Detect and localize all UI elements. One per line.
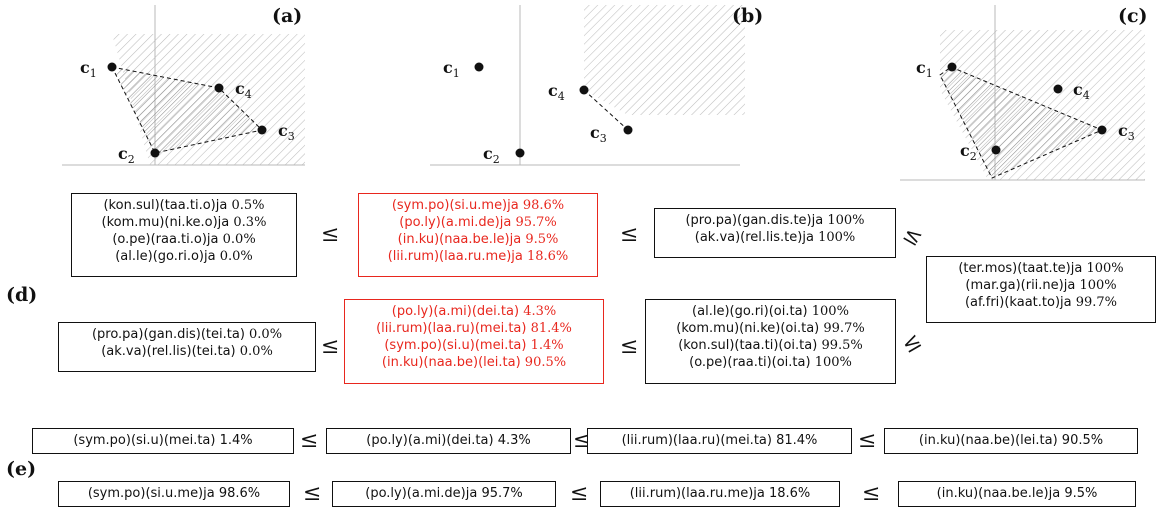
box-row: (po.ly)(a.mi.de)ja 95.7% xyxy=(399,215,557,230)
label-c3: c3 xyxy=(1118,121,1135,143)
point-c4 xyxy=(214,83,224,93)
box-row: (kon.sul)(taa.ti)(oi.ta) 99.5% xyxy=(678,338,863,353)
box-row: (mar.ga)(rii.ne)ja 100% xyxy=(965,278,1117,293)
box-row: (kom.mu)(ni.ke.o)ja 0.3% xyxy=(101,215,267,230)
d-top-box-1: (kon.sul)(taa.ti.o)ja 0.5% (kom.mu)(ni.k… xyxy=(71,193,297,277)
leq-symbol: ≤ xyxy=(303,481,322,506)
leq-symbol: ≤ xyxy=(570,481,589,506)
leq-symbol: ≤ xyxy=(321,222,340,247)
box-row: (lii.rum)(laa.ru.me)ja 18.6% xyxy=(387,249,569,264)
point-c1 xyxy=(474,62,484,72)
leq-symbol: ≤ xyxy=(300,428,319,453)
panel-label-a: (a) xyxy=(272,5,302,27)
box-row: (sym.po)(si.u)(mei.ta) 1.4% xyxy=(384,338,564,353)
point-c2 xyxy=(991,145,1001,155)
d-top-box-2-highlighted: (sym.po)(si.u.me)ja 98.6% (po.ly)(a.mi.d… xyxy=(358,193,598,277)
box-row: (po.ly)(a.mi)(dei.ta) 4.3% xyxy=(391,304,557,319)
leq-symbol: ≤ xyxy=(858,428,877,453)
e-row1-box-4: (in.ku)(naa.be)(lei.ta) 90.5% xyxy=(884,428,1138,454)
e-row1-box-3: (lii.rum)(laa.ru)(mei.ta) 81.4% xyxy=(587,428,852,454)
box-row: (o.pe)(raa.ti.o)ja 0.0% xyxy=(112,232,256,247)
box-row: (ak.va)(rel.lis.te)ja 100% xyxy=(694,230,856,245)
box-row: (pro.pa)(gan.dis)(tei.ta) 0.0% xyxy=(91,327,283,342)
leq-symbol: ≤ xyxy=(321,334,340,359)
panel-label-b: (b) xyxy=(732,5,763,27)
box-row: (ak.va)(rel.lis)(tei.ta) 0.0% xyxy=(101,344,273,359)
box-row: (o.pe)(raa.ti)(oi.ta) 100% xyxy=(689,355,852,370)
box-row: (al.le)(go.ri)(oi.ta) 100% xyxy=(692,304,849,319)
label-c2: c2 xyxy=(960,141,977,163)
leq-symbol: ≤ xyxy=(620,222,639,247)
label-c4: c4 xyxy=(548,81,565,103)
panel-label-e: (e) xyxy=(6,458,37,480)
point-c2 xyxy=(150,148,160,158)
dashed-edge xyxy=(583,89,629,131)
point-c2 xyxy=(515,148,525,158)
box-row: (lii.rum)(laa.ru)(mei.ta) 81.4% xyxy=(376,321,572,336)
e-row2-box-2: (po.ly)(a.mi.de)ja 95.7% xyxy=(332,481,556,507)
leq-symbol-rotated: ≤ xyxy=(897,328,927,360)
d-bottom-box-1: (pro.pa)(gan.dis)(tei.ta) 0.0% (ak.va)(r… xyxy=(58,322,316,372)
label-c2: c2 xyxy=(118,144,135,166)
box-row: (af.fri)(kaat.to)ja 99.7% xyxy=(964,295,1118,310)
convex-hull xyxy=(939,66,1104,179)
panel-c: c1 c2 c3 c4 (c) xyxy=(900,5,1148,181)
label-c1: c1 xyxy=(443,58,460,80)
label-c1: c1 xyxy=(916,58,933,80)
d-top-box-3: (pro.pa)(gan.dis.te)ja 100% (ak.va)(rel.… xyxy=(654,208,896,258)
label-c4: c4 xyxy=(235,79,252,101)
box-row: (kom.mu)(ni.ke)(oi.ta) 99.7% xyxy=(676,321,865,336)
d-bottom-box-3: (al.le)(go.ri)(oi.ta) 100% (kom.mu)(ni.k… xyxy=(645,299,896,384)
leq-symbol: ≤ xyxy=(862,481,881,506)
leq-symbol: ≤ xyxy=(573,428,592,453)
e-row2-box-1: (sym.po)(si.u.me)ja 98.6% xyxy=(58,481,290,507)
box-row: (ter.mos)(taat.te)ja 100% xyxy=(958,261,1124,276)
point-c1 xyxy=(107,62,117,72)
box-row: (pro.pa)(gan.dis.te)ja 100% xyxy=(685,213,865,228)
hatched-cone-region xyxy=(584,5,745,115)
leq-symbol: ≤ xyxy=(620,334,639,359)
panel-b: c1 c2 c3 c4 (b) xyxy=(430,5,763,166)
label-c3: c3 xyxy=(278,121,295,143)
panel-label-c: (c) xyxy=(1118,5,1148,27)
box-row: (sym.po)(si.u.me)ja 98.6% xyxy=(391,198,565,213)
leq-symbol-rotated: ≤ xyxy=(898,221,927,253)
d-right-box: (ter.mos)(taat.te)ja 100% (mar.ga)(rii.n… xyxy=(926,256,1156,323)
panel-label-d: (d) xyxy=(6,284,38,306)
label-c3: c3 xyxy=(590,123,607,145)
point-c3 xyxy=(257,125,267,135)
point-c3 xyxy=(1097,125,1107,135)
e-row2-box-4: (in.ku)(naa.be.le)ja 9.5% xyxy=(898,481,1136,507)
e-row1-box-1: (sym.po)(si.u)(mei.ta) 1.4% xyxy=(32,428,294,454)
point-c1 xyxy=(947,62,957,72)
box-row: (al.le)(go.ri.o)ja 0.0% xyxy=(115,249,253,264)
label-c2: c2 xyxy=(483,144,500,166)
d-bottom-box-2-highlighted: (po.ly)(a.mi)(dei.ta) 4.3% (lii.rum)(laa… xyxy=(344,299,604,384)
panel-a: c1 c2 c3 c4 (a) xyxy=(62,5,305,166)
point-c3 xyxy=(623,125,633,135)
label-c4: c4 xyxy=(1073,80,1090,102)
label-c1: c1 xyxy=(80,58,97,80)
box-row: (kon.sul)(taa.ti.o)ja 0.5% xyxy=(103,198,265,213)
point-c4 xyxy=(1053,84,1063,94)
geometry-panels: c1 c2 c3 c4 (a) c1 c2 c3 c4 (b) xyxy=(62,5,1148,181)
box-row: (in.ku)(naa.be)(lei.ta) 90.5% xyxy=(381,355,567,370)
box-row: (in.ku)(naa.be.le)ja 9.5% xyxy=(397,232,559,247)
e-row2-box-3: (lii.rum)(laa.ru.me)ja 18.6% xyxy=(600,481,840,507)
e-row1-box-2: (po.ly)(a.mi)(dei.ta) 4.3% xyxy=(326,428,571,454)
point-c4 xyxy=(579,85,589,95)
